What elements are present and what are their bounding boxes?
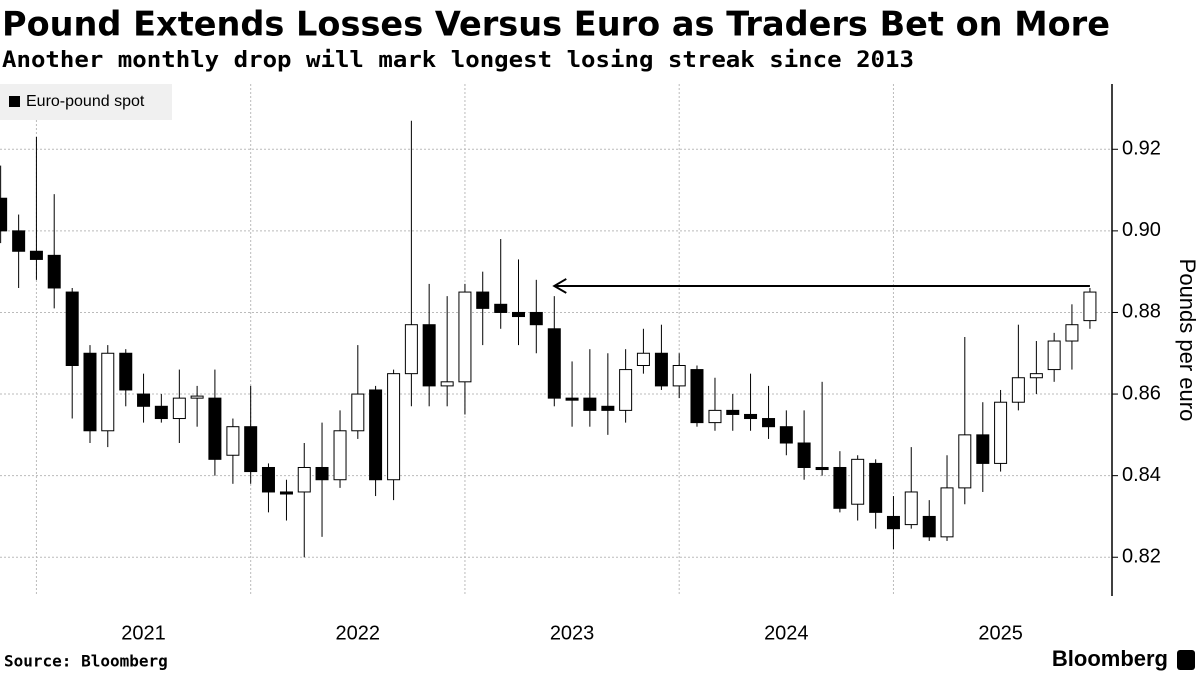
- candle-body: [654, 352, 668, 387]
- candle-body: [1065, 324, 1079, 342]
- x-tick-label: 2021: [121, 622, 166, 644]
- x-tick-label: 2023: [550, 622, 595, 644]
- legend-label: Euro-pound spot: [26, 93, 145, 110]
- candle-body: [529, 311, 543, 326]
- candle-body: [101, 352, 115, 432]
- candle-body: [172, 397, 186, 420]
- candle-body: [636, 352, 650, 366]
- legend-box: [0, 84, 172, 120]
- candle-body: [565, 397, 579, 401]
- candle-body: [583, 397, 597, 411]
- x-tick-label: 2022: [336, 622, 381, 644]
- candle-body: [47, 254, 61, 289]
- chart-title: Pound Extends Losses Versus Euro as Trad…: [2, 5, 1110, 45]
- candle-body: [190, 395, 204, 399]
- candle-body: [744, 413, 758, 420]
- candle-body: [12, 230, 26, 252]
- source: Source: Bloomberg: [4, 652, 168, 671]
- candle-body: [226, 426, 240, 456]
- candle-body: [690, 369, 704, 424]
- candle-body: [476, 291, 490, 309]
- grid: [0, 84, 1112, 596]
- candle-body: [261, 466, 275, 493]
- candle-body: [65, 291, 79, 366]
- candle-body: [279, 491, 293, 495]
- candle-body: [940, 487, 954, 538]
- y-axis-title: Pounds per euro: [1175, 259, 1200, 422]
- candle-body: [404, 324, 418, 375]
- candle-body: [833, 466, 847, 509]
- candle-body: [1083, 291, 1097, 322]
- candle-body: [815, 466, 829, 471]
- candle-body: [351, 393, 365, 432]
- candle-body: [458, 291, 472, 383]
- y-tick-label: 0.92: [1122, 138, 1161, 160]
- candle-body: [494, 303, 508, 313]
- candle-body: [244, 426, 258, 473]
- candle-body: [779, 426, 793, 444]
- candle-body: [315, 466, 329, 481]
- candle-body: [976, 434, 990, 464]
- plot: [0, 120, 1097, 558]
- brand-icon: [1177, 650, 1195, 670]
- candle-body: [119, 352, 133, 391]
- candle-body: [1047, 340, 1061, 371]
- y-tick-label: 0.84: [1122, 464, 1161, 486]
- candle-body: [440, 381, 454, 387]
- x-tick-label: 2024: [764, 622, 809, 644]
- candle-body: [672, 364, 686, 387]
- candle-body: [333, 430, 347, 481]
- candle-body: [851, 458, 865, 505]
- candle-body: [958, 434, 972, 489]
- chart-subtitle: Another monthly drop will mark longest l…: [2, 48, 914, 73]
- y-tick-label: 0.86: [1122, 382, 1161, 404]
- candle-body: [1011, 377, 1025, 403]
- y-tick-label: 0.90: [1122, 219, 1161, 241]
- candle-body: [869, 462, 883, 513]
- x-tick-label: 2025: [978, 622, 1023, 644]
- candle-body: [387, 373, 401, 481]
- candle-body: [208, 397, 222, 460]
- candle-body: [29, 250, 43, 260]
- y-tick-label: 0.88: [1122, 301, 1161, 323]
- candle-body: [547, 328, 561, 399]
- candle-body: [0, 197, 8, 232]
- candle-body: [83, 352, 97, 432]
- candle-body: [762, 418, 776, 428]
- candle-body: [154, 405, 168, 420]
- y-tick-label: 0.82: [1122, 546, 1161, 568]
- candle-body: [601, 405, 615, 411]
- candle-body: [994, 401, 1008, 464]
- candle-body: [797, 442, 811, 468]
- legend-swatch: [9, 96, 20, 107]
- candle-body: [619, 369, 633, 411]
- candle-body: [922, 515, 936, 538]
- candle-body: [708, 409, 722, 424]
- candle-body: [1029, 373, 1043, 379]
- candle-body: [726, 409, 740, 415]
- candle-body: [886, 515, 900, 530]
- candle-body: [369, 389, 383, 481]
- brand: Bloomberg: [1052, 646, 1168, 671]
- candle-body: [297, 466, 311, 493]
- candle-body: [422, 324, 436, 387]
- candle-body: [137, 393, 151, 407]
- arrow-head: [552, 278, 567, 294]
- candle-body: [512, 311, 526, 318]
- candle-body: [904, 491, 918, 526]
